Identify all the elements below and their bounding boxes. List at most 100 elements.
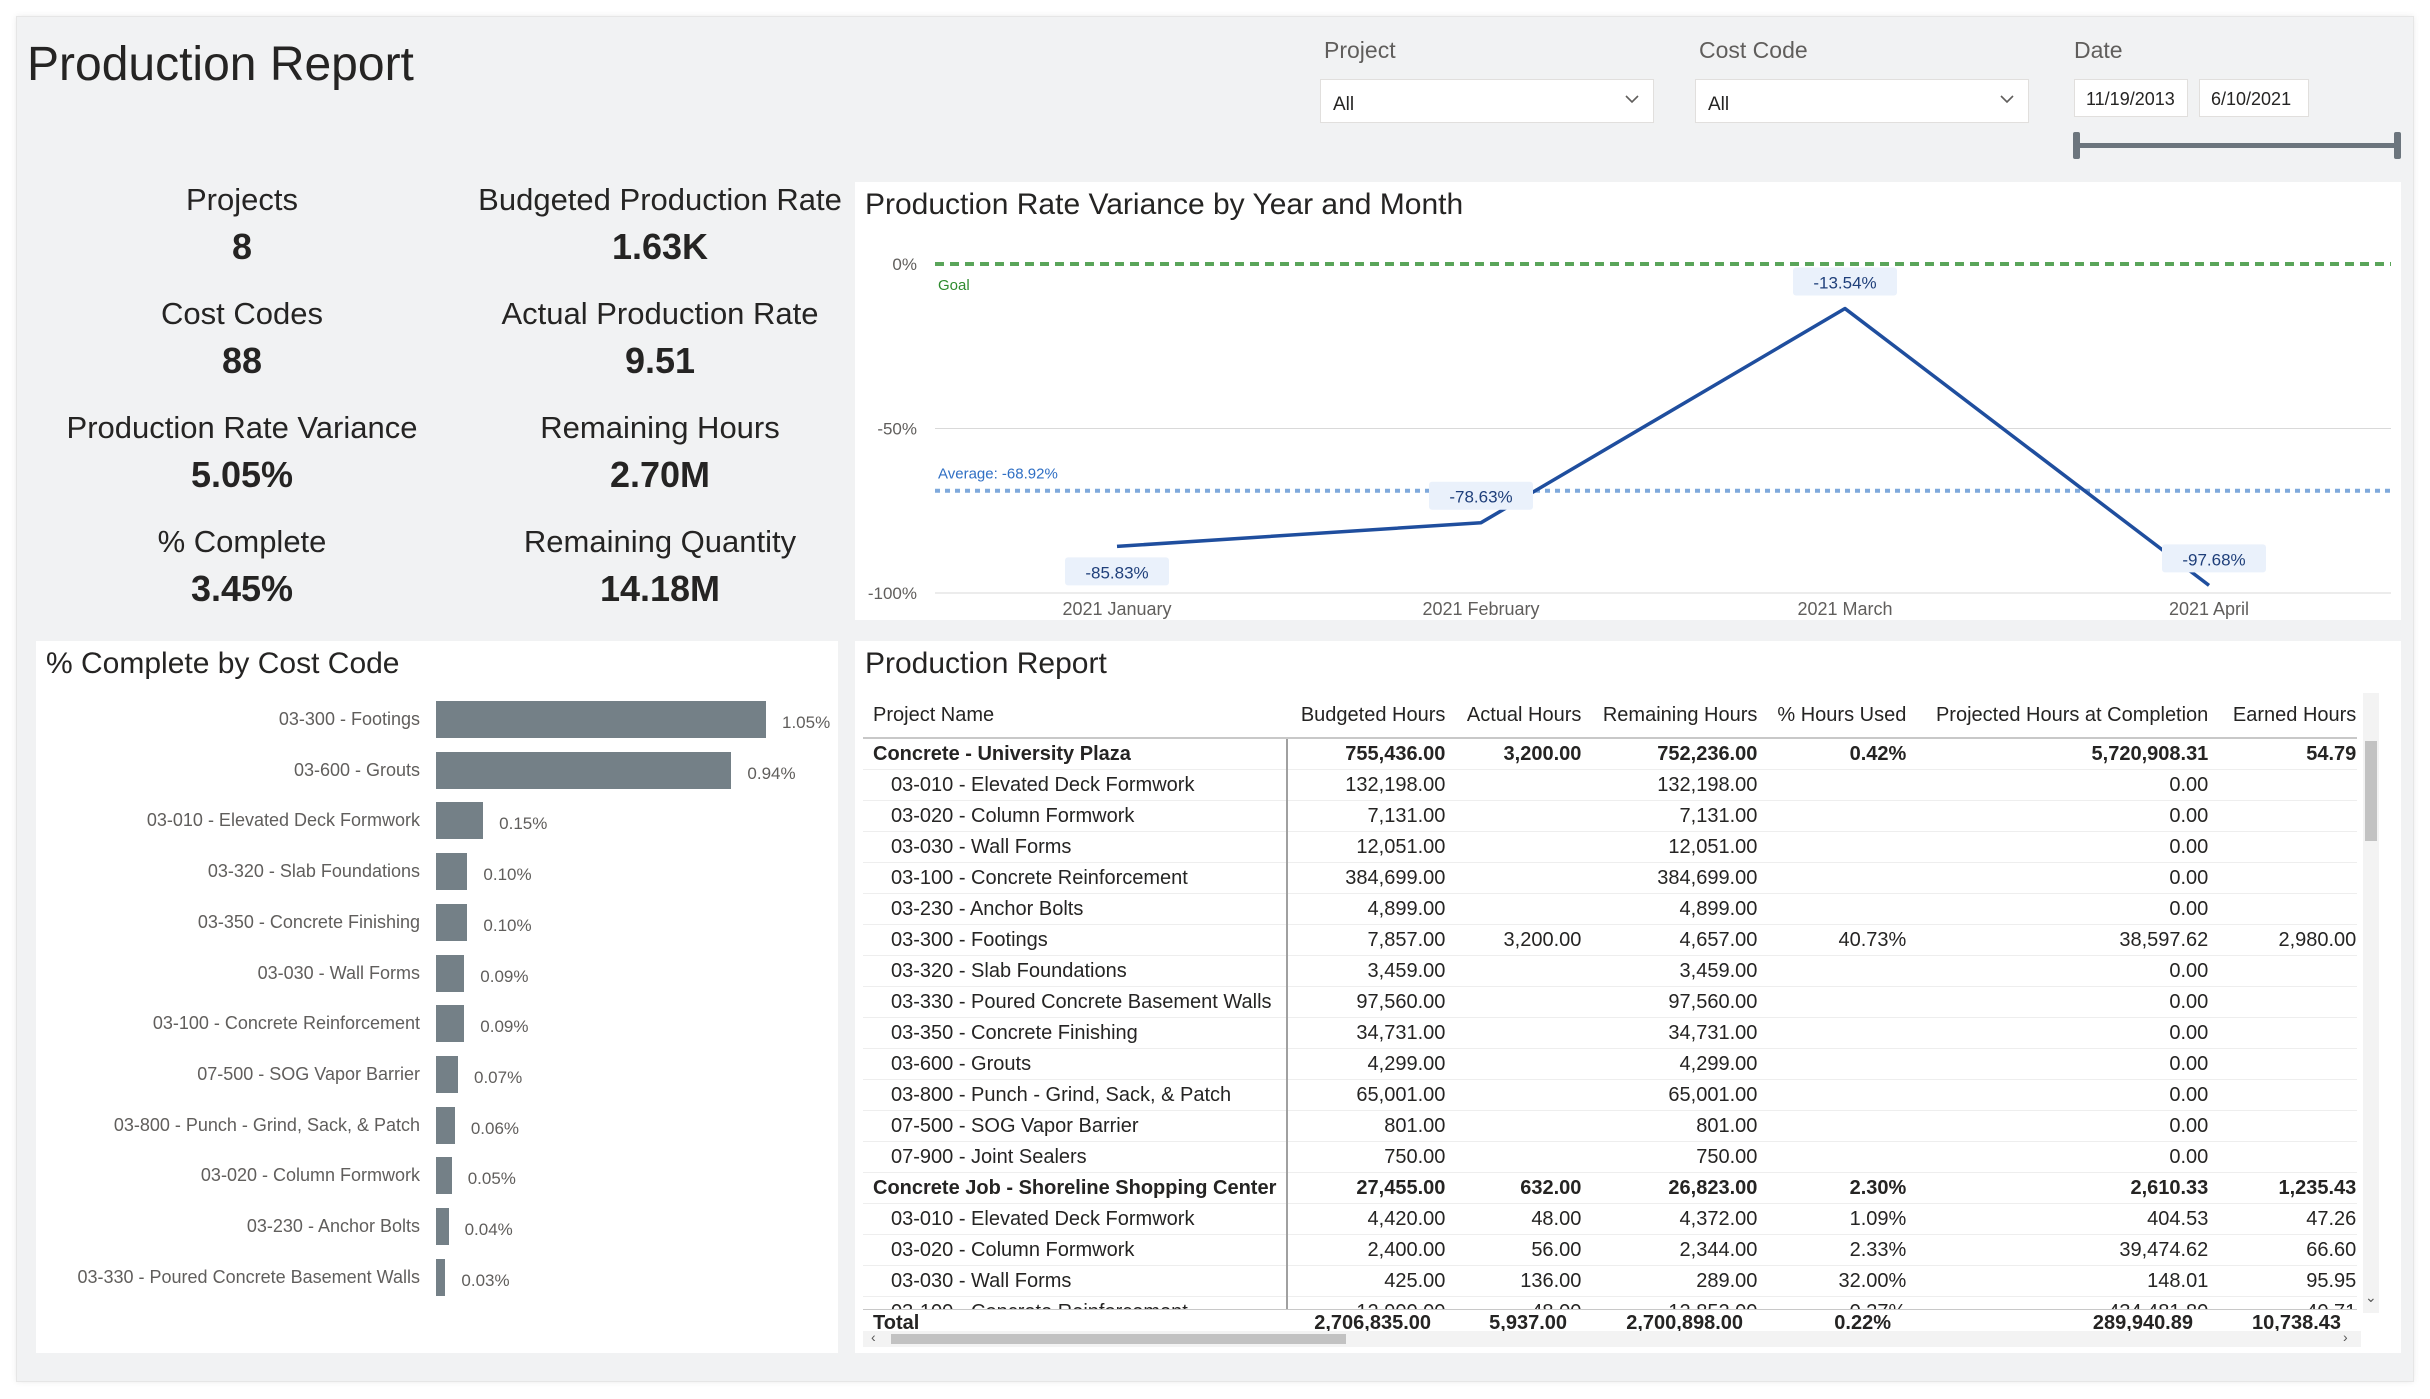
column-header[interactable]: % Hours Used xyxy=(1767,693,1917,739)
column-header[interactable]: Project Name xyxy=(863,693,1288,739)
bar[interactable] xyxy=(436,1157,452,1195)
table-row[interactable]: 03-100 - Concrete Reinforcement 384,699.0… xyxy=(863,862,2357,894)
horizontal-scrollbar[interactable]: ‹ › xyxy=(863,1329,2361,1347)
table-cell: 7,857.00 xyxy=(1287,924,1456,956)
table-cell: 0.00 xyxy=(1916,955,2219,987)
table-cell xyxy=(2218,1141,2357,1173)
scroll-left-icon[interactable]: ‹ xyxy=(871,1329,876,1345)
bar[interactable] xyxy=(436,1106,455,1144)
bar[interactable] xyxy=(436,1208,449,1245)
bar-value-label: 1.05% xyxy=(782,713,831,732)
table-row[interactable]: 03-030 - Wall Forms 425.00 136.00 289.00 32.… xyxy=(863,1265,2357,1297)
table-cell: 95.95 xyxy=(2218,1265,2357,1297)
column-header[interactable]: Remaining Hours xyxy=(1591,693,1768,739)
table-cell: 03-020 - Column Formwork xyxy=(863,1234,1289,1266)
table-row[interactable]: 07-900 - Joint Sealers 750.00 750.00 0.00 xyxy=(863,1141,2357,1173)
bar[interactable] xyxy=(436,853,468,891)
average-label: Average: -68.92% xyxy=(938,466,1058,483)
table-cell xyxy=(1767,1048,1917,1080)
vertical-scrollbar-thumb[interactable] xyxy=(2365,741,2377,841)
table-row[interactable]: 03-020 - Column Formwork 2,400.00 56.00 2,3… xyxy=(863,1234,2357,1266)
scroll-down-icon[interactable]: ⌄ xyxy=(2365,1289,2377,1305)
table-cell xyxy=(1767,986,1917,1018)
scroll-right-icon[interactable]: › xyxy=(2343,1329,2348,1345)
table-row[interactable]: 03-800 - Punch - Grind, Sack, & Patch 65,… xyxy=(863,1079,2357,1111)
kpi-value: 1.63K xyxy=(611,226,709,267)
bar[interactable] xyxy=(436,1005,465,1043)
column-header[interactable]: Earned Hours xyxy=(2218,693,2357,739)
table-row[interactable]: 03-320 - Slab Foundations 3,459.00 3,459.0… xyxy=(863,955,2357,987)
table-row[interactable]: 03-350 - Concrete Finishing 34,731.00 34,7… xyxy=(863,1017,2357,1049)
table-cell: 755,436.00 xyxy=(1287,738,1456,770)
total-cell: 2,700,898.00 xyxy=(1626,1312,1743,1334)
kpi-card-percent-complete: % Complete 3.45% xyxy=(52,524,432,610)
bar[interactable] xyxy=(436,954,465,992)
table-header-row: Project Name Budgeted Hours Actual Hours Re… xyxy=(863,693,2357,739)
date-range-end-handle[interactable] xyxy=(2394,132,2401,159)
table-row[interactable]: 03-020 - Column Formwork 7,131.00 7,131.00… xyxy=(863,800,2357,832)
table-project-row[interactable]: Concrete - University Plaza 755,436.00 3,2… xyxy=(863,738,2357,770)
table-cell: 289.00 xyxy=(1591,1265,1768,1297)
table-row[interactable]: 03-010 - Elevated Deck Formwork 132,198.0… xyxy=(863,769,2357,801)
table-cell: 801.00 xyxy=(1287,1110,1456,1142)
table-row[interactable]: 03-100 - Concrete Reinforcement12,900.00… xyxy=(863,1296,2357,1311)
table-cell: 66.60 xyxy=(2218,1234,2357,1266)
bar[interactable] xyxy=(436,802,484,840)
table-row[interactable]: 03-300 - Footings 7,857.00 3,200.00 4,657.0… xyxy=(863,924,2357,956)
table-row[interactable]: 03-030 - Wall Forms 12,051.00 12,051.00 0.0… xyxy=(863,831,2357,863)
table-cell: 48.00 xyxy=(1455,1296,1592,1311)
project-dropdown[interactable]: All xyxy=(1320,79,1654,123)
kpi-label: Production Rate Variance xyxy=(66,410,418,445)
table-cell: 0.00 xyxy=(1916,986,2219,1018)
kpi-value: 8 xyxy=(231,226,253,267)
table-project-row[interactable]: Concrete Job - Shoreline Shopping Center… xyxy=(863,1172,2357,1204)
column-header[interactable]: Projected Hours at Completion xyxy=(1916,693,2219,739)
bar-value-label: 0.10% xyxy=(483,915,532,935)
data-label: -97.68% xyxy=(2162,544,2266,573)
table-cell: 3,459.00 xyxy=(1287,955,1456,987)
cost-code-dropdown-value: All xyxy=(1708,94,1730,115)
date-end-input[interactable]: 6/10/2021 xyxy=(2199,79,2309,117)
bar-category-label: 03-320 - Slab Foundations xyxy=(207,861,420,882)
table-row[interactable]: 03-010 - Elevated Deck Formwork 4,420.00 4… xyxy=(863,1203,2357,1235)
vertical-scrollbar[interactable]: ⌄ xyxy=(2363,693,2379,1313)
production-table-panel: Production Report Project Name Budgeted H… xyxy=(855,641,2401,1353)
kpi-value: 5.05% xyxy=(190,454,294,495)
table-cell: 0.00 xyxy=(1916,800,2219,832)
table-row[interactable]: 03-600 - Grouts 4,299.00 4,299.00 0.00 xyxy=(863,1048,2357,1080)
table-cell: 47.26 xyxy=(2218,1203,2357,1235)
date-range-track[interactable] xyxy=(2076,143,2398,148)
bar[interactable] xyxy=(436,903,468,941)
table-cell: 384,699.00 xyxy=(1287,862,1456,894)
table-cell: 801.00 xyxy=(1591,1110,1768,1142)
date-start-input[interactable]: 11/19/2013 xyxy=(2074,79,2188,117)
cost-code-dropdown[interactable]: All xyxy=(1695,79,2029,123)
table-cell: 32.00% xyxy=(1767,1265,1917,1297)
table-cell: 425.00 xyxy=(1287,1265,1456,1297)
table-row[interactable]: 07-500 - SOG Vapor Barrier 801.00 801.00 0.… xyxy=(863,1110,2357,1142)
table-cell: 3,200.00 xyxy=(1455,924,1592,956)
bar-category-label: 03-330 - Poured Concrete Basement Walls xyxy=(77,1266,420,1287)
bar[interactable] xyxy=(436,1055,458,1093)
bar[interactable] xyxy=(436,751,732,789)
horizontal-scrollbar-thumb[interactable] xyxy=(891,1334,1346,1344)
table-cell: 148.01 xyxy=(1916,1265,2219,1297)
project-dropdown-value: All xyxy=(1333,94,1355,115)
bar[interactable] xyxy=(436,1258,446,1296)
cost-code-slicer-label: Cost Code xyxy=(1699,37,1808,63)
bar-category-label: 03-230 - Anchor Bolts xyxy=(246,1216,420,1236)
table-cell: 0.00 xyxy=(1916,1048,2219,1080)
table-cell: 27,455.00 xyxy=(1287,1172,1456,1204)
bar-category-label: 03-020 - Column Formwork xyxy=(200,1165,420,1186)
bar[interactable] xyxy=(436,701,766,738)
table-cell: 752,236.00 xyxy=(1591,738,1768,770)
column-header[interactable]: Budgeted Hours xyxy=(1287,693,1456,739)
table-cell: 750.00 xyxy=(1591,1141,1768,1173)
table-row[interactable]: 03-230 - Anchor Bolts 4,899.00 4,899.00 0.0… xyxy=(863,893,2357,925)
table-cell: 65,001.00 xyxy=(1287,1079,1456,1111)
date-range-start-handle[interactable] xyxy=(2073,132,2080,159)
column-header[interactable]: Actual Hours xyxy=(1455,693,1592,739)
table-cell: 0.00 xyxy=(1916,862,2219,894)
bar-value-label: 0.06% xyxy=(470,1118,520,1138)
table-row[interactable]: 03-330 - Poured Concrete Basement Walls 9… xyxy=(863,986,2357,1018)
